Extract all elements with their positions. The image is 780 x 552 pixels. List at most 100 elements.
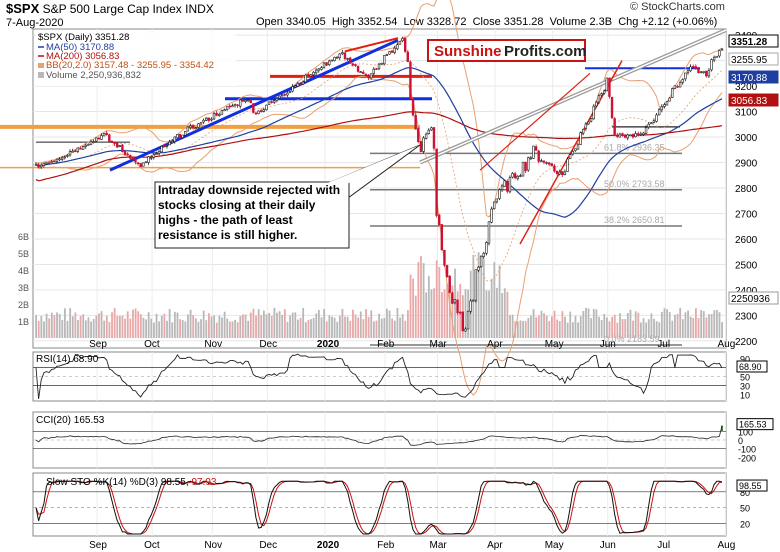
x-tick-label-bottom: Sep [89,540,107,551]
volume-bar [404,320,407,338]
x-tick-label: Jun [600,339,616,350]
candle-body [270,101,273,103]
volume-bar [43,321,45,338]
candle-body [123,150,127,155]
volume-badge-text: 2250936 [731,294,770,305]
volume-bar [595,309,598,338]
volume-bar [582,310,585,338]
volume-bar [202,310,205,338]
volume-bar [35,315,37,338]
volume-bar [134,308,137,338]
candle-body [482,252,485,257]
candle-body [568,154,572,160]
candle-body [296,82,300,87]
candle-body [76,147,80,152]
volume-bar [399,317,401,338]
volume-bar [676,313,679,338]
volume-bar [616,322,619,338]
candle-body [448,275,451,293]
volume-bar [215,322,218,338]
volume-bar [255,315,257,338]
volume-bar [653,318,655,338]
volume-bar [168,308,171,338]
candle-body [561,171,564,176]
candle-body [207,117,211,121]
volume-bar [61,320,64,338]
candle-body [129,155,132,159]
value-badge-text: 3170.88 [731,73,768,84]
price-tick-label: 3000 [735,133,758,144]
candle-body [223,109,226,111]
sto-d-line [35,480,723,535]
rsi-tick-label: 90 [740,355,750,365]
volume-bar [105,315,108,338]
volume-bar [464,289,467,338]
volume-bar [252,308,255,338]
candle-body [325,62,328,66]
volume-bar [441,292,443,338]
candle-body [453,299,457,304]
candle-body [115,142,119,148]
candle-body [341,52,344,55]
volume-bar [192,315,195,338]
candle-body [356,65,360,72]
volume-bar [561,311,564,338]
fib-label: 38.2% 2650.81 [604,215,665,225]
candle-body [312,71,315,76]
candle-body [265,104,268,111]
volume-bar [524,321,527,338]
candle-body [579,132,582,145]
volume-bar [412,278,415,338]
x-tick-label-bottom: Oct [144,540,160,551]
volume-bar [218,315,221,338]
value-badge-text: 3255.95 [731,55,768,66]
volume-bar [210,316,213,338]
value-badge-box [728,70,779,84]
candle-body [524,161,527,172]
sto-badge-text: 98.55 [739,481,762,491]
volume-bar [338,315,341,338]
volume-bar [171,322,174,338]
volume-bar [276,312,278,338]
candle-body [720,48,724,51]
x-tick-label: Aug [718,339,736,350]
grey-channel-line-inner [419,29,727,164]
volume-bar [624,319,627,338]
candle-body [414,115,417,130]
candle-body [257,110,260,114]
volume-bar [689,316,692,338]
candle-body [388,51,391,55]
volume-bar [139,314,142,338]
volume-bar [48,318,51,338]
candle-body [456,299,459,314]
candle-body [87,144,90,146]
candle-body [513,173,517,179]
candle-body [621,133,624,135]
candle-body [81,146,85,150]
candle-body [58,158,61,161]
candle-body [527,157,530,171]
candle-body [469,300,472,312]
volume-bar [446,283,449,338]
candle-body [362,71,365,75]
candle-body [461,311,464,332]
volume-bar [69,308,72,338]
x-tick-label-bottom: Mar [430,540,448,551]
volume-bar [56,312,58,338]
candle-body [411,98,415,116]
candle-body [218,114,221,117]
price-tick-label: 2500 [735,260,758,271]
volume-bar [40,315,43,338]
cci-badge-text: 165.53 [739,420,767,430]
candle-body [584,123,588,129]
sto-k-line [35,480,723,535]
legend-ma50: MA(50) 3170.88 [46,42,114,53]
volume-bar [579,316,582,338]
volume-bar [294,312,297,338]
volume-bar [331,316,333,338]
candle-body [197,123,200,128]
volume-bar [90,321,92,338]
volume-bar [160,315,163,338]
price-tick-label: 2700 [735,209,758,220]
